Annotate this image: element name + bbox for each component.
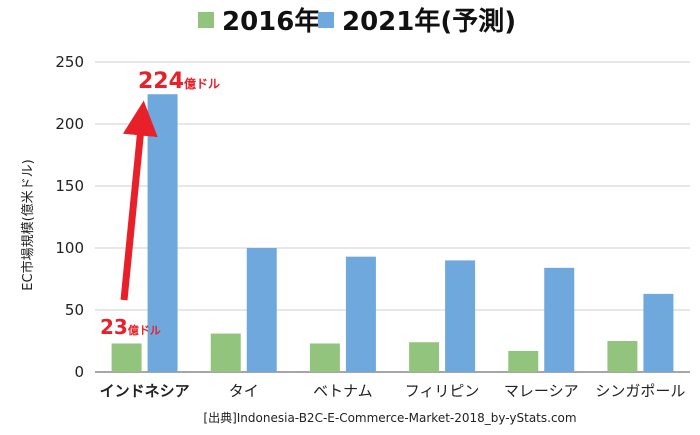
axis-labels: 0 50 100 150 200 250 EC市場規模(億米ドル) インドネシア タイ ベトナム フ… [20,53,685,425]
x-tick-label: インドネシア [100,382,190,400]
x-tick-label: マレーシア [504,382,579,400]
bar-2016 [210,333,241,372]
bar-2016 [111,343,142,372]
annotations: 23億ドル 224億ドル [100,69,220,339]
legend-label: 2016年 [222,6,320,37]
y-tick-label: 50 [65,301,84,319]
annotation-2016-value: 23億ドル [100,315,161,339]
bar-2021 [445,260,476,372]
growth-arrow [120,100,158,301]
source-note: [出典]Indonesia-B2C-E-Commerce-Market-2018… [203,411,576,425]
bar-2016 [508,350,539,372]
y-tick-label: 150 [55,177,84,195]
bar-2016 [607,341,638,372]
x-tick-label: フィリピン [405,382,480,400]
x-tick-label: タイ [229,382,259,400]
y-tick-label: 200 [55,115,84,133]
legend: 2016年 2021年(予測) [198,6,516,37]
y-axis-label: EC市場規模(億米ドル) [20,159,36,290]
y-tick-label: 100 [55,239,84,257]
bars [111,94,674,373]
legend-swatch [318,12,334,28]
bar-2016 [409,342,440,372]
y-tick-label: 0 [74,363,84,381]
bar-2021 [643,293,674,372]
bar-2021 [345,256,376,372]
y-tick-label: 250 [55,53,84,71]
legend-swatch [198,12,214,28]
bar-2021 [544,267,575,372]
bar-2021 [147,94,178,373]
x-tick-label: シンガポール [595,382,685,400]
bar-2016 [309,343,340,372]
bar-2021 [246,248,277,372]
gridlines [95,61,690,373]
annotation-2021-value: 224億ドル [138,69,220,94]
x-tick-label: ベトナム [313,382,373,400]
legend-label: 2021年(予測) [342,6,516,37]
